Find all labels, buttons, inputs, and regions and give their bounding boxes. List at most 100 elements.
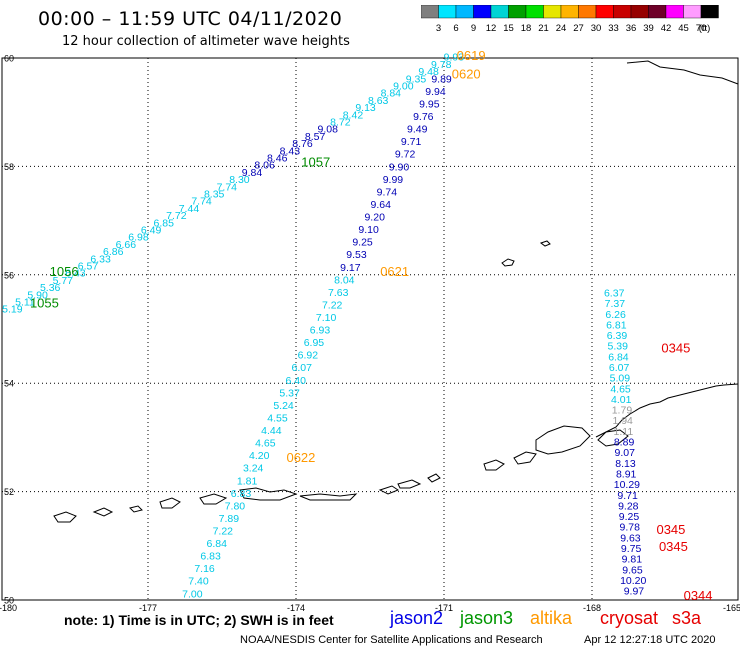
wave-height-label: 7.16 bbox=[194, 563, 215, 575]
wave-height-label: 10.29 bbox=[614, 479, 640, 491]
island-st-george bbox=[539, 240, 551, 247]
pass-time-label: 1056 bbox=[50, 264, 79, 279]
legend-item: jason2 bbox=[390, 608, 444, 628]
island-rat-islands bbox=[199, 493, 228, 505]
satellite-tracks: 5.195.115.905.365.776.436.576.336.866.66… bbox=[2, 52, 646, 601]
wave-height-label: 6.86 bbox=[103, 246, 124, 258]
wave-height-label: 6.92 bbox=[298, 350, 319, 362]
island-islands-of-four-mountains bbox=[483, 459, 505, 471]
wave-height-label: 9.78 bbox=[431, 59, 452, 71]
island-unimak bbox=[597, 429, 629, 447]
wave-height-label: 6.07 bbox=[609, 362, 630, 374]
pass-time-label: 0344 bbox=[684, 588, 713, 603]
colorbar-tick-label: 45 bbox=[678, 23, 689, 34]
colorbar-tick-label: 3 bbox=[436, 23, 441, 34]
wave-height-label: 9.74 bbox=[377, 186, 398, 198]
coastline-alaska-northeast bbox=[626, 60, 739, 85]
wave-height-label: 9.72 bbox=[395, 149, 416, 161]
colorbar-tick-label: 27 bbox=[573, 23, 584, 34]
wave-height-label: 7.10 bbox=[316, 312, 337, 324]
wave-height-label: 5.77 bbox=[53, 275, 74, 287]
lon-label: -168 bbox=[583, 603, 601, 613]
track: 6.377.376.266.816.395.396.846.075.094.65… bbox=[604, 287, 647, 597]
credit-line: NOAA/NESDIS Center for Satellite Applica… bbox=[240, 634, 543, 646]
wave-height-label: 4.20 bbox=[249, 450, 270, 462]
colorbar-tick-label: 42 bbox=[661, 23, 672, 34]
pass-time-label: 1057 bbox=[301, 154, 330, 169]
wave-height-label: 8.57 bbox=[305, 131, 326, 143]
wave-height-label: 9.97 bbox=[624, 586, 645, 598]
wave-height-label: 8.84 bbox=[381, 88, 402, 100]
wave-height-label: 4.44 bbox=[261, 425, 282, 437]
island-umnak bbox=[513, 451, 537, 465]
colorbar-tick-label: 36 bbox=[626, 23, 637, 34]
colorbar-tick-label: 21 bbox=[538, 23, 549, 34]
wave-height-label: 6.33 bbox=[90, 253, 111, 265]
island-unalaska bbox=[535, 425, 591, 455]
track: 7.007.407.166.836.847.227.897.806.831.81… bbox=[182, 73, 452, 600]
wave-height-label: 10.20 bbox=[620, 575, 646, 587]
wave-height-label: 9.64 bbox=[371, 199, 392, 211]
wave-height-label: 8.76 bbox=[292, 138, 313, 150]
wave-height-label: 1.94 bbox=[612, 415, 633, 427]
wave-height-label: 9.25 bbox=[352, 237, 373, 249]
wave-height-label: 6.85 bbox=[153, 217, 174, 229]
colorbar-tick-label: 70 bbox=[696, 23, 707, 34]
track: 5.195.115.905.365.776.436.576.336.866.66… bbox=[2, 52, 464, 316]
colorbar-tick-label: 9 bbox=[471, 23, 476, 34]
wave-height-label: 1.81 bbox=[237, 475, 258, 487]
wave-height-label: 8.04 bbox=[334, 274, 355, 286]
wave-height-label: 1.79 bbox=[612, 405, 633, 417]
wave-height-colorbar: 3 6 9 12 15 18 21 24 27 30 33 36 39 42 45 70(ft) bbox=[421, 5, 719, 34]
colorbar-tick-label: 30 bbox=[591, 23, 602, 34]
island-st-paul bbox=[501, 258, 515, 267]
wave-height-label: 9.93 bbox=[444, 52, 465, 64]
wave-height-label: 8.43 bbox=[280, 145, 301, 157]
lat-label: 54 bbox=[4, 379, 14, 389]
map-note: note: 1) Time is in UTC; 2) SWH is in fe… bbox=[64, 612, 334, 628]
wave-height-label: 6.95 bbox=[304, 337, 325, 349]
wave-height-label: 3.24 bbox=[243, 463, 264, 475]
lat-label: 58 bbox=[4, 162, 14, 172]
wave-height-label: 9.90 bbox=[389, 161, 410, 173]
wave-height-label: 5.37 bbox=[279, 387, 300, 399]
wave-height-label: 6.43 bbox=[65, 268, 86, 280]
legend-item: cryosat bbox=[600, 608, 659, 628]
wave-height-label: 9.84 bbox=[242, 167, 263, 179]
island-kiska bbox=[159, 497, 181, 509]
wave-height-label: 6.39 bbox=[607, 330, 628, 342]
island-amlia bbox=[397, 479, 422, 489]
lat-label: 50 bbox=[4, 596, 14, 606]
pass-time-label: 0345 bbox=[659, 539, 688, 554]
lon-label: -174 bbox=[287, 603, 305, 613]
pass-time-label: 0345 bbox=[661, 340, 690, 355]
wave-height-label: 9.07 bbox=[615, 447, 636, 459]
island-seguam bbox=[427, 473, 441, 483]
pass-time-label: 0345 bbox=[656, 522, 685, 537]
wave-height-label: 5.09 bbox=[610, 373, 631, 385]
lon-label: -165 bbox=[723, 603, 740, 613]
colorbar-unit: (ft) bbox=[699, 23, 711, 34]
wave-height-label: 5.39 bbox=[608, 341, 629, 353]
lat-lon-grid bbox=[2, 58, 738, 600]
wave-height-label: 4.55 bbox=[267, 412, 288, 424]
wave-height-label: 9.99 bbox=[383, 174, 404, 186]
wave-height-label: 5.90 bbox=[27, 289, 48, 301]
colorbar-tick-label: 24 bbox=[556, 23, 567, 34]
wave-height-label: 5.11 bbox=[15, 297, 35, 309]
map-subtitle: 12 hour collection of altimeter wave hei… bbox=[62, 34, 350, 49]
pass-time-label: 0622 bbox=[286, 450, 315, 465]
island-andreanof-chain bbox=[299, 493, 358, 501]
wave-height-label: 9.94 bbox=[425, 86, 446, 98]
wave-height-label: 6.93 bbox=[310, 325, 331, 337]
generation-timestamp: Apr 12 12:27:18 UTC 2020 bbox=[584, 634, 716, 646]
wave-height-label: 4.65 bbox=[610, 383, 631, 395]
wave-height-label: 8.13 bbox=[615, 458, 636, 470]
wave-height-label: 9.95 bbox=[419, 99, 440, 111]
wave-height-label: 9.17 bbox=[340, 262, 361, 274]
wave-height-label: 8.30 bbox=[229, 174, 250, 186]
wave-height-label: 9.65 bbox=[622, 564, 643, 576]
wave-height-label: 5.24 bbox=[273, 400, 294, 412]
wave-height-label: 6.07 bbox=[292, 362, 313, 374]
wave-height-label: 8.35 bbox=[204, 189, 225, 201]
